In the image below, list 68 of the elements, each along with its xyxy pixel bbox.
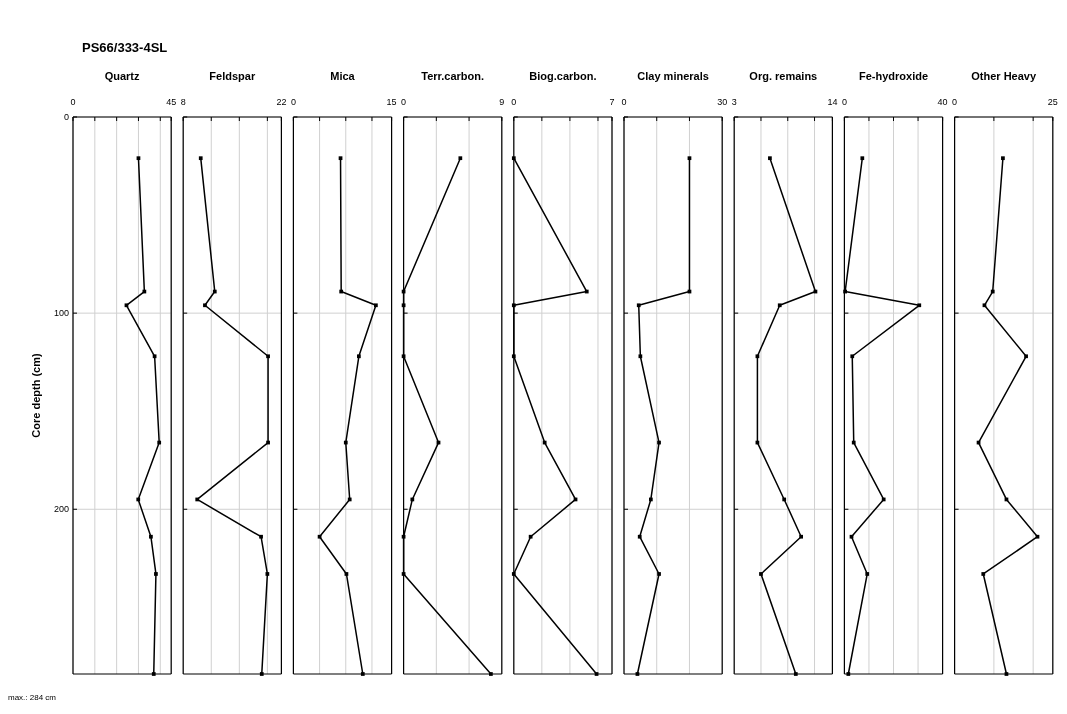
point bbox=[259, 534, 263, 539]
x-tick-label: 45 bbox=[166, 97, 177, 107]
point bbox=[637, 534, 642, 539]
point bbox=[511, 303, 516, 308]
point bbox=[511, 156, 516, 161]
x-axis-title: Mica bbox=[330, 70, 356, 82]
point bbox=[777, 303, 782, 308]
x-tick-label: 22 bbox=[276, 97, 287, 107]
x-tick-label: 14 bbox=[827, 97, 838, 107]
x-tick-label: 0 bbox=[621, 97, 627, 107]
x-tick-label: 3 bbox=[731, 97, 737, 107]
x-tick-label: 0 bbox=[952, 97, 958, 107]
point bbox=[511, 354, 516, 359]
x-tick-label: 0 bbox=[511, 97, 517, 107]
point bbox=[198, 156, 203, 161]
x-axis-title: Quartz bbox=[104, 70, 141, 82]
x-tick-label: 8 bbox=[180, 97, 186, 107]
point bbox=[846, 672, 851, 676]
y-tick-label: 200 bbox=[53, 504, 69, 515]
point bbox=[657, 572, 661, 576]
x-axis-title: Clay minerals bbox=[637, 70, 709, 82]
x-tick-label: 25 bbox=[1047, 97, 1058, 107]
point bbox=[759, 572, 763, 576]
x-axis-title: Biog.carbon. bbox=[529, 70, 597, 82]
point bbox=[360, 672, 365, 676]
x-tick-label: 30 bbox=[717, 97, 728, 107]
point bbox=[259, 672, 264, 676]
point bbox=[154, 572, 158, 576]
point bbox=[149, 534, 153, 539]
point bbox=[528, 534, 533, 539]
y-tick-label: 0 bbox=[63, 112, 69, 123]
x-axis-title: Other Heavy bbox=[971, 70, 1037, 82]
point bbox=[860, 156, 865, 161]
x-tick-label: 40 bbox=[937, 97, 948, 107]
chart-title: PS66/333-4SL bbox=[82, 40, 168, 55]
point bbox=[768, 156, 772, 161]
point bbox=[203, 303, 207, 308]
point bbox=[799, 534, 804, 539]
point bbox=[638, 354, 643, 359]
x-tick-label: 15 bbox=[386, 97, 397, 107]
point bbox=[511, 572, 516, 576]
x-tick-label: 0 bbox=[401, 97, 407, 107]
x-axis-title: Terr.carbon. bbox=[421, 70, 485, 82]
x-tick-label: 9 bbox=[499, 97, 505, 107]
x-tick-label: 0 bbox=[70, 97, 76, 107]
point bbox=[489, 672, 493, 676]
x-axis-title: Fe-hydroxide bbox=[858, 70, 929, 82]
x-tick-label: 7 bbox=[609, 97, 615, 107]
point bbox=[374, 303, 378, 308]
x-axis-title: Feldspar bbox=[209, 70, 256, 82]
point bbox=[1024, 354, 1028, 359]
text: max.: 284 cm bbox=[8, 693, 57, 702]
point bbox=[850, 354, 855, 359]
x-axis-title: Org. remains bbox=[749, 70, 818, 82]
point bbox=[865, 572, 870, 576]
x-tick-label: 0 bbox=[290, 97, 296, 107]
x-tick-label: 0 bbox=[841, 97, 847, 107]
y-tick-label: 100 bbox=[53, 308, 69, 319]
point bbox=[981, 572, 986, 576]
point bbox=[636, 303, 641, 308]
point bbox=[1001, 156, 1005, 161]
point bbox=[917, 303, 922, 308]
point bbox=[151, 672, 156, 676]
point bbox=[357, 354, 361, 359]
point bbox=[266, 354, 270, 359]
point bbox=[793, 672, 798, 676]
y-axis-title: Core depth (cm) bbox=[30, 353, 42, 438]
point bbox=[458, 156, 463, 161]
